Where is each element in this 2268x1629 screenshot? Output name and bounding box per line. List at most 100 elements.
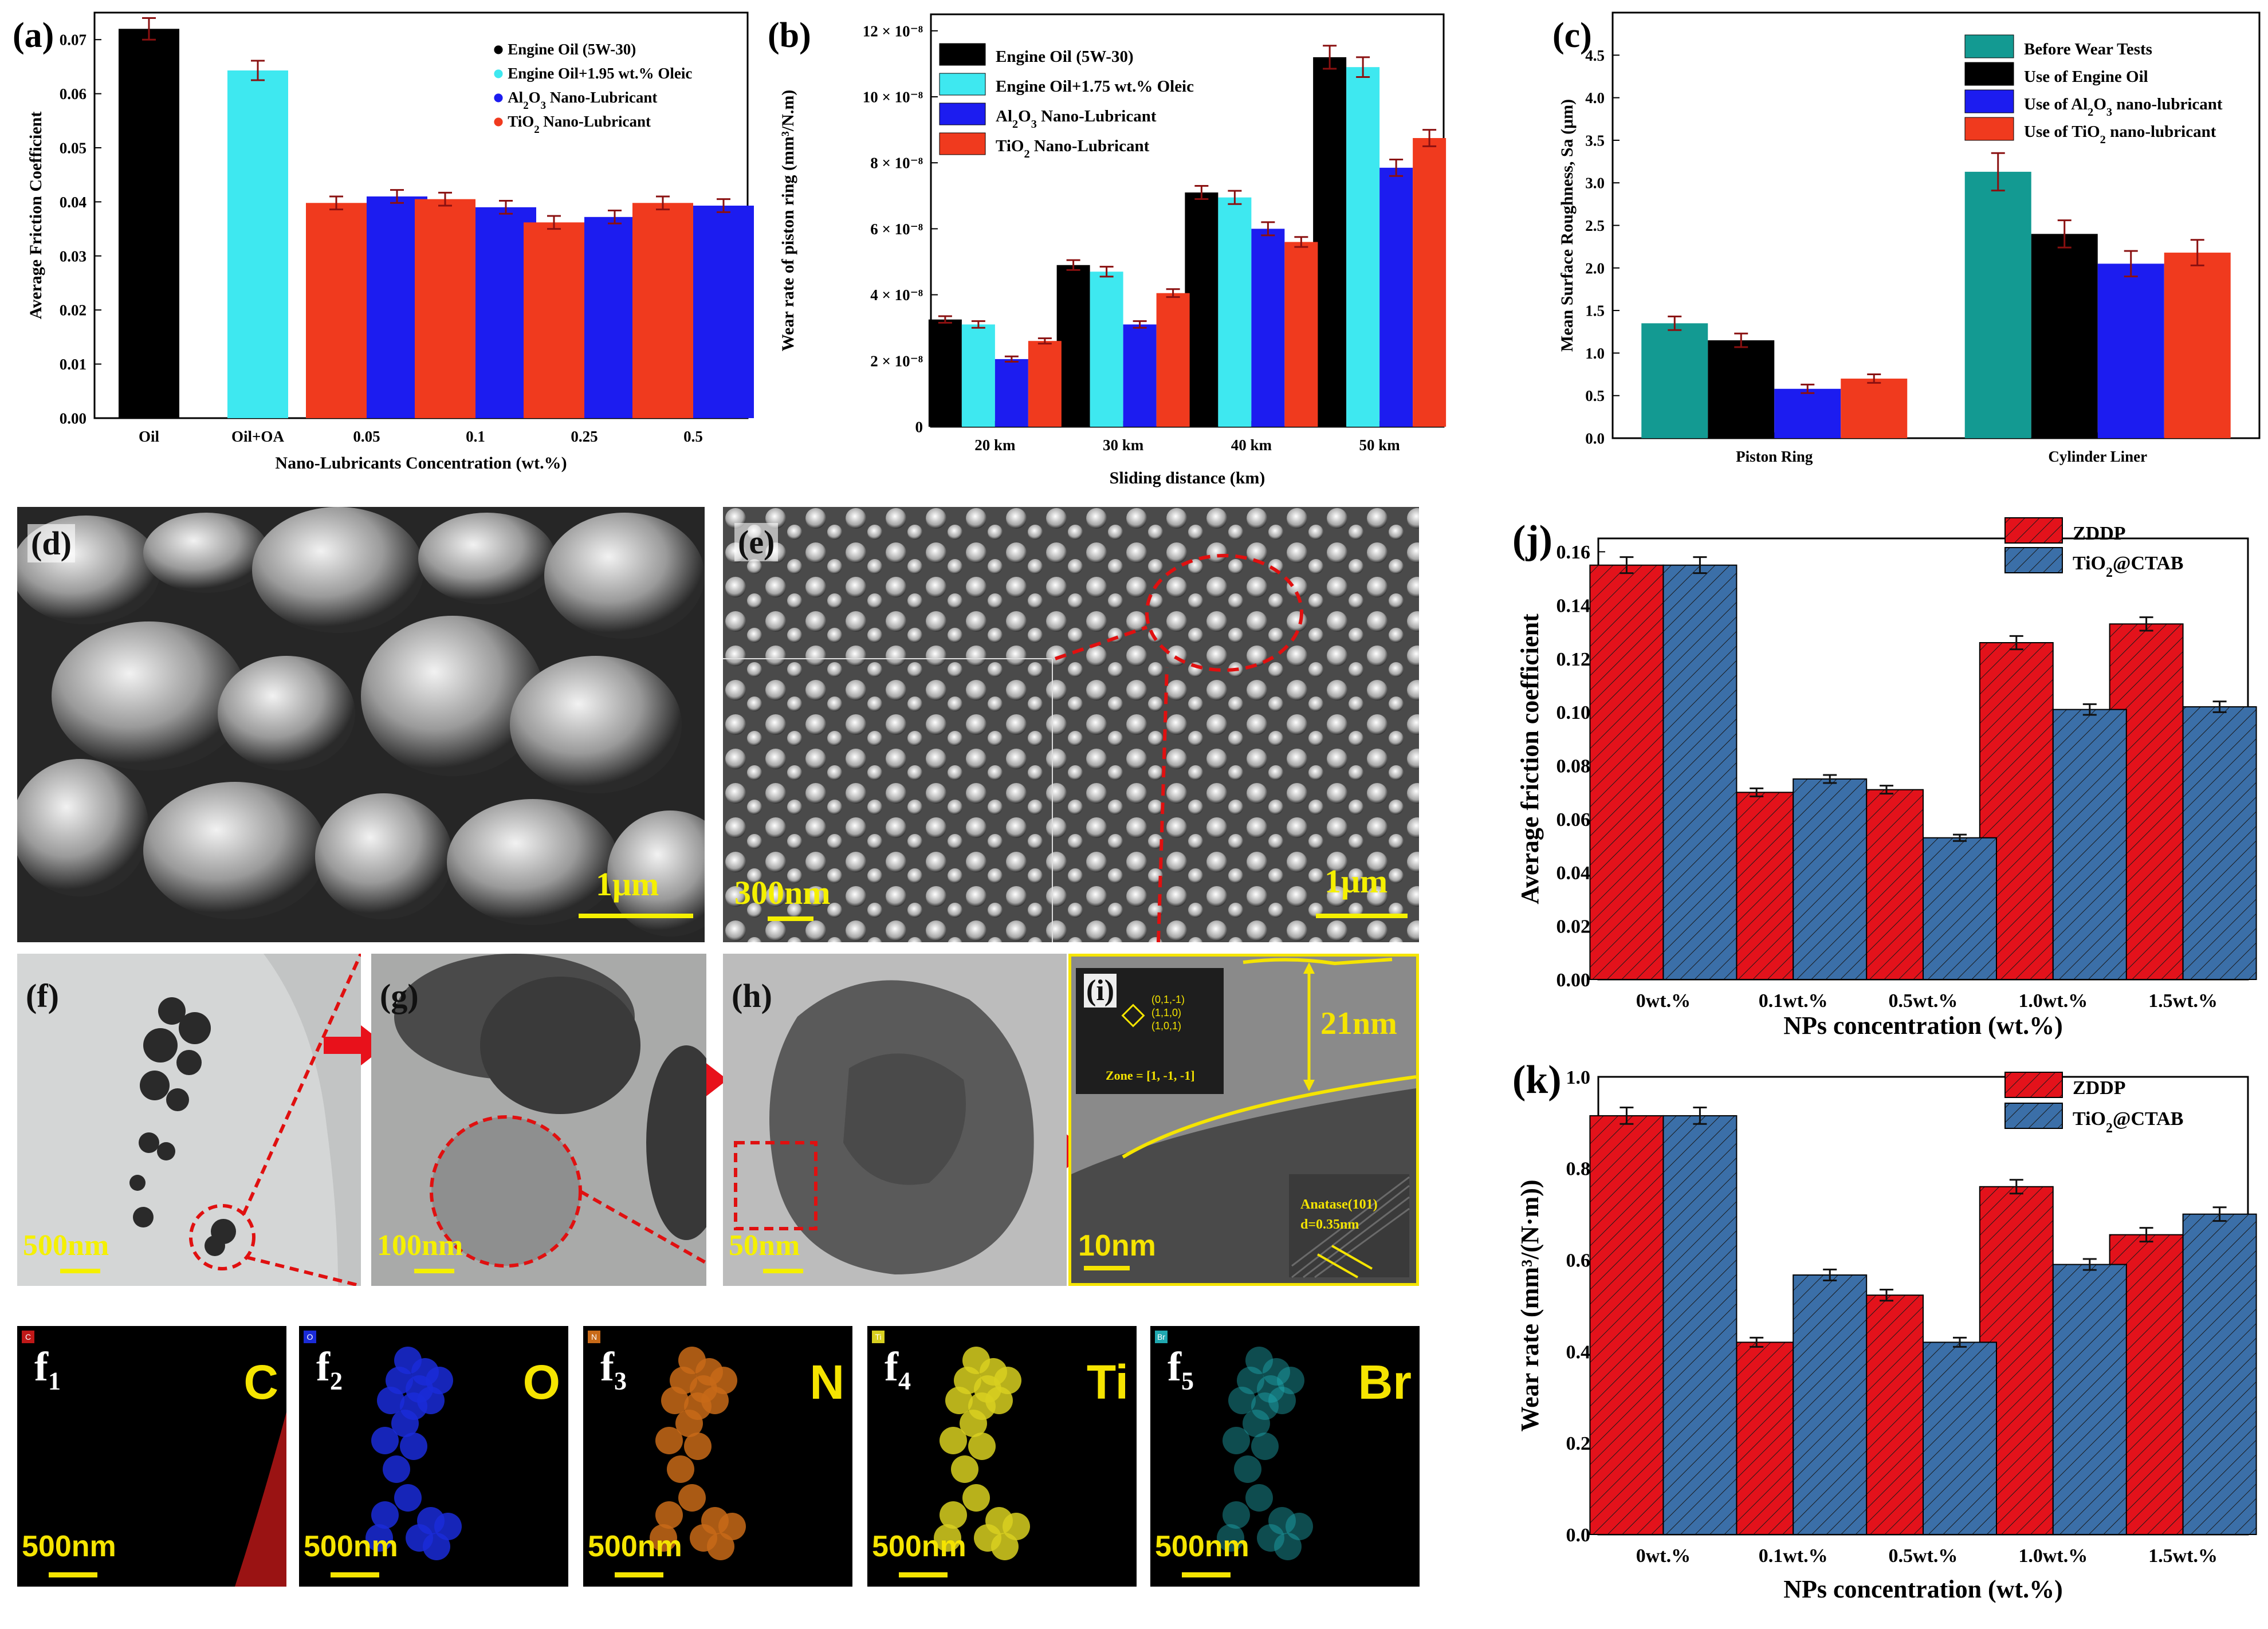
x-tick-label: 0wt.%: [1636, 990, 1691, 1012]
bar: [1056, 265, 1090, 427]
eds-scale-label: 500nm: [872, 1530, 966, 1563]
legend-swatch: [2004, 1103, 2063, 1129]
x-tick-label: 1.5wt.%: [2148, 1545, 2218, 1567]
scale-bar-e1: [768, 916, 813, 921]
eds-dot: [945, 1387, 973, 1414]
y-tick-label: 0: [915, 418, 923, 435]
eds-dots: [235, 1412, 286, 1587]
eds-dot: [391, 1410, 419, 1437]
y-axis-label: Wear rate (mm³/(N·m)): [1516, 1180, 1544, 1432]
legend-label: Al2O3 Nano-Lubricant: [508, 89, 657, 112]
bar: [1708, 340, 1775, 438]
y-tick-label: 4.5: [1585, 47, 1605, 64]
bar: [2052, 709, 2127, 980]
scale-label-h: 50nm: [729, 1229, 800, 1262]
eds-scale-bar: [1182, 1572, 1231, 1577]
eds-letter: f: [316, 1344, 330, 1390]
panel-label-i: (i): [1084, 974, 1117, 1008]
bar: [1662, 1115, 1738, 1536]
anatase-label: Anatase(101): [1300, 1197, 1378, 1212]
eds-dot: [650, 1524, 677, 1552]
bar: [2182, 706, 2257, 980]
bar: [524, 222, 584, 418]
x-tick-label: 1.0wt.%: [2018, 990, 2088, 1012]
y-tick-label: 0.16: [1556, 542, 1591, 563]
eds-dot: [960, 1410, 987, 1437]
eds-sub: 1: [48, 1367, 61, 1395]
eds-letter: f: [1168, 1344, 1181, 1390]
x-tick-label: Piston Ring: [1736, 448, 1813, 465]
sem-image-e: (e) 300nm 1μm: [723, 507, 1419, 942]
scale-label-f: 500nm: [23, 1229, 109, 1262]
legend-marker: [494, 45, 503, 54]
legend-label: TiO2@CTAB: [2073, 553, 2183, 580]
bar: [1793, 1274, 1868, 1535]
eds-scale-label: 500nm: [1155, 1530, 1249, 1563]
eds-element-label: Br: [1358, 1355, 1412, 1409]
eds-dot: [371, 1501, 399, 1529]
chart-svg-b: 0 2 × 10⁻⁸ 4 × 10⁻⁸ 6 × 10⁻⁸ 8 × 10⁻⁸ 10 × 10…: [768, 13, 1447, 487]
eds-sub: 3: [614, 1367, 627, 1395]
scale-bar-g: [414, 1269, 454, 1273]
eds-tag-icon: Ti: [872, 1331, 885, 1343]
bar: [306, 203, 367, 418]
bar: [1589, 1115, 1664, 1536]
eds-tag-icon: C: [22, 1331, 34, 1343]
chart-svg-c: 0.0 0.5 1.0 1.5 2.0 2.5 3.0 3.5 4.0 4.5 Piston Rin…: [1552, 11, 2261, 465]
tem-texture-g: [394, 954, 706, 1268]
legend-swatch: [2004, 547, 2063, 573]
eds-dot: [434, 1513, 462, 1540]
eds-dot: [1286, 1513, 1313, 1540]
bar: [961, 324, 995, 427]
plane-label-2: (1,1,0): [1151, 1007, 1182, 1018]
eds-dot: [1277, 1367, 1304, 1394]
bar: [632, 203, 693, 418]
bar: [1218, 197, 1252, 427]
eds-dot: [675, 1410, 703, 1437]
x-tick-label: 0.1wt.%: [1759, 990, 1828, 1012]
eds-dot: [394, 1484, 422, 1512]
legend-label: Use of Engine Oil: [2024, 68, 2148, 86]
y-tick-label: 0.00: [60, 410, 87, 427]
eds-scale-bar: [331, 1572, 379, 1577]
bar: [1413, 138, 1447, 427]
chart-j: 0.00 0.02 0.04 0.06 0.08 0.10 0.12 0.14 0.16 0wt.…: [1455, 504, 2268, 1060]
y-tick-label: 0.8: [1566, 1159, 1591, 1180]
eds-dot: [1223, 1501, 1250, 1529]
x-tick-label: 0.5wt.%: [1889, 990, 1958, 1012]
eds-panel-label: f3: [600, 1343, 627, 1395]
bar: [693, 206, 754, 418]
scale-bar-f: [60, 1269, 100, 1273]
bar: [1841, 378, 1908, 438]
hrtem-texture-i: [1071, 957, 1416, 1283]
y-tick-label: 0.6: [1566, 1250, 1591, 1272]
eds-dots: [934, 1347, 1030, 1560]
y-axis-label: Average friction coefficient: [1516, 613, 1544, 904]
x-axis-label: NPs concentration (wt.%): [1783, 1575, 2063, 1603]
panel-label-a: (a): [13, 16, 54, 55]
legend-marker: [494, 117, 503, 127]
legend-swatch: [1964, 62, 2014, 86]
x-tick-label: 20 km: [974, 436, 1016, 454]
eds-letter: f: [885, 1344, 898, 1390]
y-tick-label: 0.10: [1556, 702, 1591, 723]
y-axis-label: Average Friction Coefficient: [26, 112, 45, 320]
x-tick-label: 0.1wt.%: [1759, 1545, 1828, 1567]
y-tick-label: 0.05: [60, 139, 87, 156]
eds-dot: [1251, 1433, 1279, 1460]
bar: [1123, 324, 1157, 427]
x-tick-label: 40 km: [1231, 436, 1272, 454]
bar: [1589, 564, 1664, 980]
eds-dot: [371, 1427, 399, 1454]
eds-dot: [707, 1533, 734, 1560]
y-tick-label: 0.02: [60, 302, 87, 319]
chart-svg-k: 0.0 0.2 0.4 0.6 0.8 1.0 0wt.% 0.1wt.% 0.5wt.% 1.0…: [1512, 1060, 2257, 1603]
eds-dot: [940, 1501, 967, 1529]
scale-label-e1: 300nm: [734, 874, 831, 911]
y-axis-label: Mean Surface Roughness, Sa (μm): [1558, 99, 1577, 352]
y-tick-label: 0.04: [60, 194, 87, 211]
y-tick-label: 0.01: [60, 356, 87, 373]
eds-scale-label: 500nm: [588, 1530, 682, 1563]
sem-texture-e: [723, 507, 1419, 942]
eds-dot: [1268, 1387, 1296, 1414]
